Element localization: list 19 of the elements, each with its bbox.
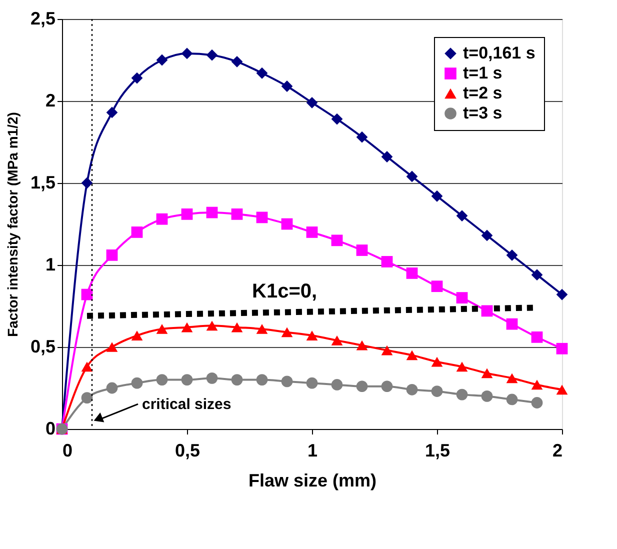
- x-axis-title: Flaw size (mm): [248, 470, 377, 490]
- y-tick-label: 1: [45, 254, 56, 274]
- legend-label: t=3 s: [463, 104, 502, 122]
- annotation: critical sizes: [142, 396, 232, 414]
- y-tick-label: 2,5: [30, 8, 56, 28]
- legend-label: t=0,161 s: [463, 44, 536, 62]
- y-tick-label: 0: [45, 418, 56, 438]
- legend-label: t=2 s: [463, 84, 502, 102]
- x-tick-label: 2: [552, 440, 562, 460]
- y-tick-label: 2: [45, 90, 56, 110]
- annotation: K1c=0,: [252, 280, 318, 303]
- x-tick-label: 0: [62, 440, 73, 460]
- y-axis-title: Factor intensity factor (MPa m1/2): [4, 112, 20, 337]
- x-tick-label: 1,5: [424, 440, 450, 460]
- y-tick-label: 0,5: [30, 336, 56, 356]
- y-tick-label: 1,5: [30, 172, 56, 192]
- legend-label: t=1 s: [463, 64, 502, 82]
- x-tick-label: 1: [307, 440, 318, 460]
- x-tick-label: 0,5: [174, 440, 200, 460]
